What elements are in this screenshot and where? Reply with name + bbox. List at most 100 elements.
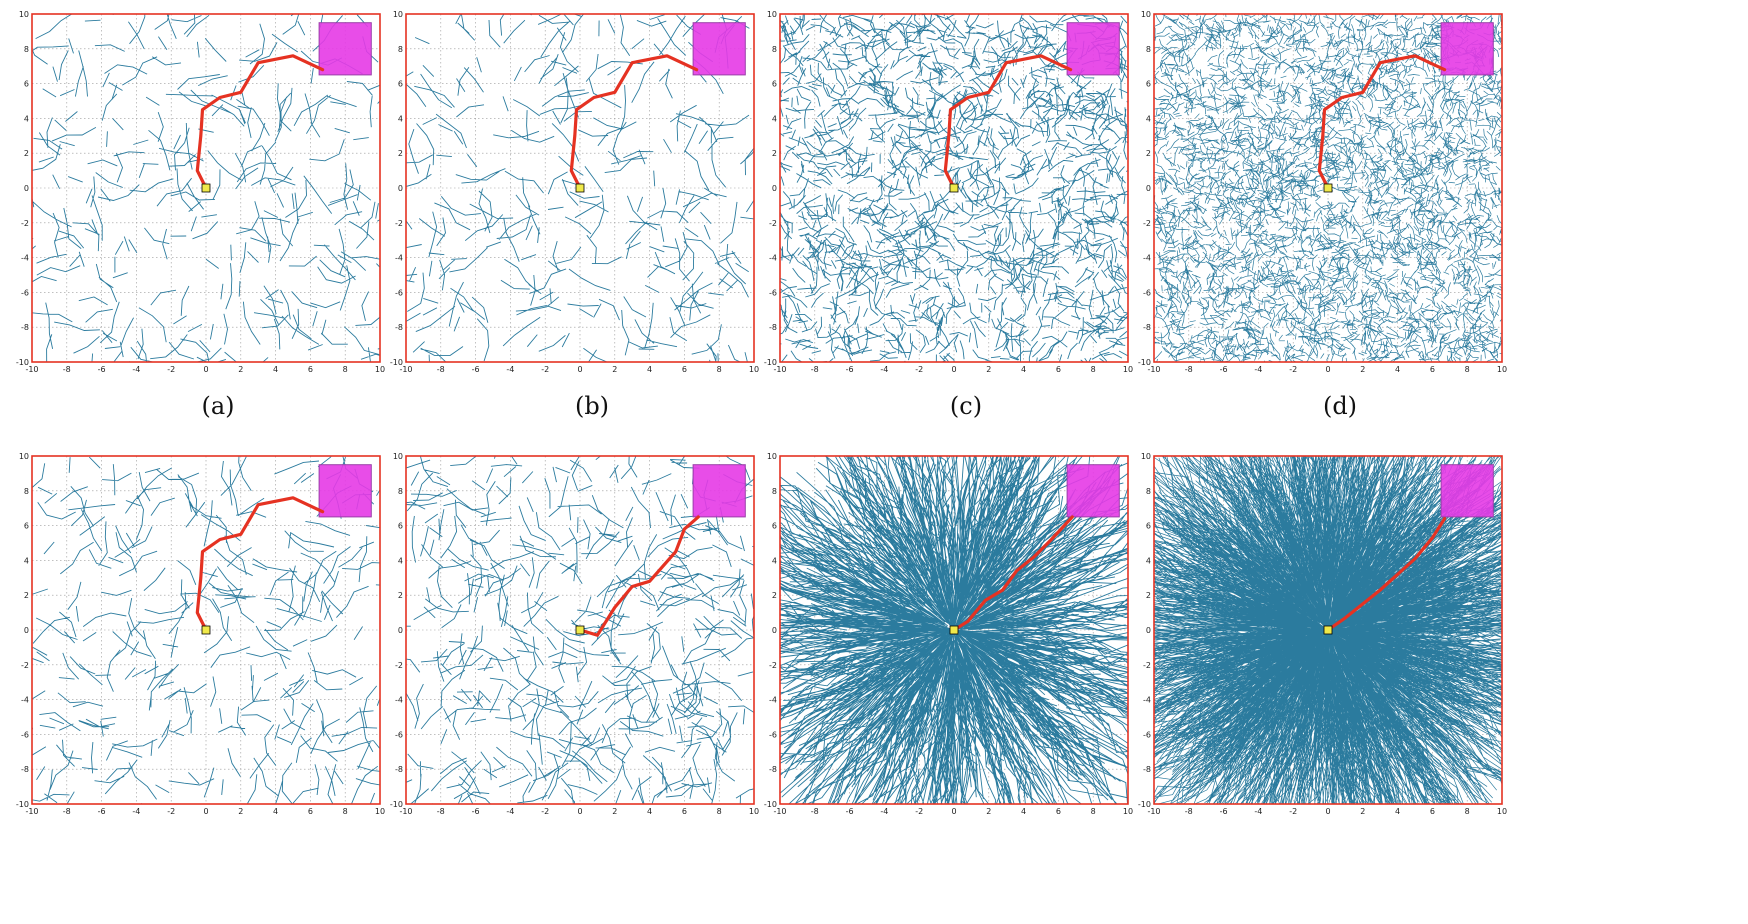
start-marker <box>949 183 959 193</box>
y-tick-label: -6 <box>769 730 777 739</box>
rrt-plot: -10 -8 -6 -4 -2 0 2 4 6 8 10 -10 -8 -6 -4 -2 0 2 4 6 8 10 <box>764 10 1133 374</box>
y-tick-label: 10 <box>1141 10 1151 19</box>
tick-labels: -10 -8 -6 -4 -2 0 2 4 6 8 10 -10 -8 -6 -4 -2 0 2 4 6 8 10 <box>390 452 759 816</box>
y-tick-label: 8 <box>24 487 29 496</box>
y-tick-label: -4 <box>21 254 29 263</box>
x-tick-label: 0 <box>1325 365 1330 374</box>
y-tick-label: -2 <box>21 219 29 228</box>
y-tick-label: -10 <box>390 358 403 367</box>
x-tick-label: -2 <box>915 365 923 374</box>
x-tick-label: -6 <box>846 365 854 374</box>
x-tick-label: -10 <box>25 365 38 374</box>
y-tick-label: -4 <box>395 254 403 263</box>
y-tick-label: 0 <box>24 184 29 193</box>
y-tick-label: -8 <box>1143 765 1151 774</box>
goal-region <box>1066 464 1120 518</box>
x-tick-label: -2 <box>1289 807 1297 816</box>
y-tick-label: -10 <box>16 358 29 367</box>
solution-path <box>952 515 1074 632</box>
y-tick-label: 8 <box>24 45 29 54</box>
x-tick-label: 8 <box>1465 807 1470 816</box>
x-tick-label: 6 <box>1430 365 1435 374</box>
y-tick-label: -8 <box>395 323 403 332</box>
tree-edges <box>406 456 754 804</box>
x-tick-label: -10 <box>399 807 412 816</box>
x-tick-label: 4 <box>1021 807 1026 816</box>
tree-branches <box>32 456 380 804</box>
y-tick-label: -10 <box>764 800 777 809</box>
x-tick-label: -10 <box>1147 807 1160 816</box>
y-tick-label: 8 <box>1146 45 1151 54</box>
x-tick-label: 8 <box>343 807 348 816</box>
x-tick-label: 2 <box>612 365 617 374</box>
y-tick-label: -6 <box>1143 288 1151 297</box>
y-tick-label: -6 <box>769 288 777 297</box>
y-tick-label: 6 <box>24 80 29 89</box>
y-tick-label: 2 <box>398 591 403 600</box>
goal-region <box>318 22 372 76</box>
y-tick-label: -4 <box>395 696 403 705</box>
tree-edges <box>32 456 380 804</box>
tick-labels: -10 -8 -6 -4 -2 0 2 4 6 8 10 -10 -8 -6 -4 -2 0 2 4 6 8 10 <box>764 10 1133 374</box>
solution-path <box>1317 54 1447 190</box>
y-tick-label: 0 <box>1146 184 1151 193</box>
panel-top-2: -10 -8 -6 -4 -2 0 2 4 6 8 10 -10 -8 -6 -4 -2 0 2 4 6 8 10 <box>390 6 764 374</box>
tree-branches <box>406 456 754 804</box>
tick-labels: -10 -8 -6 -4 -2 0 2 4 6 8 10 -10 -8 -6 -4 -2 0 2 4 6 8 10 <box>1138 452 1507 816</box>
y-tick-label: 10 <box>19 10 29 19</box>
goal-region <box>1066 22 1120 76</box>
goal-region <box>1440 464 1494 518</box>
x-tick-label: 10 <box>1497 807 1507 816</box>
x-tick-label: 0 <box>577 807 582 816</box>
y-tick-label: 10 <box>1141 452 1151 461</box>
plot-border <box>405 455 755 805</box>
x-tick-label: 6 <box>1056 365 1061 374</box>
y-tick-label: 0 <box>772 184 777 193</box>
panel-top-4: -10 -8 -6 -4 -2 0 2 4 6 8 10 -10 -8 -6 -4 -2 0 2 4 6 8 10 <box>1138 6 1512 374</box>
tree-branches <box>32 14 380 362</box>
x-tick-label: -4 <box>132 365 140 374</box>
y-tick-label: -2 <box>395 219 403 228</box>
y-tick-label: -4 <box>769 254 777 263</box>
y-tick-label: 0 <box>24 626 29 635</box>
y-tick-label: -8 <box>395 765 403 774</box>
y-tick-label: -10 <box>764 358 777 367</box>
x-tick-label: 2 <box>238 807 243 816</box>
x-tick-label: -2 <box>915 807 923 816</box>
x-tick-label: 0 <box>951 365 956 374</box>
tree-branches <box>1154 456 1502 804</box>
x-tick-label: -6 <box>98 365 106 374</box>
x-tick-label: -4 <box>880 365 888 374</box>
x-tick-label: 10 <box>1123 807 1133 816</box>
x-tick-label: -4 <box>1254 807 1262 816</box>
x-tick-label: -2 <box>1289 365 1297 374</box>
x-tick-label: -6 <box>472 807 480 816</box>
y-tick-label: 2 <box>772 591 777 600</box>
y-tick-label: 2 <box>398 149 403 158</box>
tree-edges <box>780 14 1128 362</box>
tick-labels: -10 -8 -6 -4 -2 0 2 4 6 8 10 -10 -8 -6 -4 -2 0 2 4 6 8 10 <box>16 10 385 374</box>
x-tick-label: 10 <box>1123 365 1133 374</box>
x-tick-label: -4 <box>506 807 514 816</box>
solution-path <box>195 54 325 190</box>
y-tick-label: 8 <box>1146 487 1151 496</box>
plot-border <box>1153 455 1503 805</box>
y-tick-label: -4 <box>769 696 777 705</box>
x-tick-label: 4 <box>273 807 278 816</box>
rrt-plot: -10 -8 -6 -4 -2 0 2 4 6 8 10 -10 -8 -6 -4 -2 0 2 4 6 8 10 <box>16 452 385 816</box>
goal-region <box>692 464 746 518</box>
y-tick-label: 4 <box>772 114 777 123</box>
panel-bottom-1: -10 -8 -6 -4 -2 0 2 4 6 8 10 -10 -8 -6 -4 -2 0 2 4 6 8 10 <box>16 448 390 816</box>
y-tick-label: -2 <box>769 661 777 670</box>
y-tick-label: 2 <box>24 149 29 158</box>
plot-border <box>1153 13 1503 363</box>
tick-labels: -10 -8 -6 -4 -2 0 2 4 6 8 10 -10 -8 -6 -4 -2 0 2 4 6 8 10 <box>16 452 385 816</box>
x-tick-label: 8 <box>1465 365 1470 374</box>
panel-top-1: -10 -8 -6 -4 -2 0 2 4 6 8 10 -10 -8 -6 -4 -2 0 2 4 6 8 10 <box>16 6 390 374</box>
x-tick-label: -10 <box>773 365 786 374</box>
x-tick-label: 0 <box>1325 807 1330 816</box>
plot-border <box>779 455 1129 805</box>
rrt-plot: -10 -8 -6 -4 -2 0 2 4 6 8 10 -10 -8 -6 -4 -2 0 2 4 6 8 10 <box>764 452 1133 816</box>
start-marker <box>575 183 585 193</box>
y-tick-label: -8 <box>769 323 777 332</box>
